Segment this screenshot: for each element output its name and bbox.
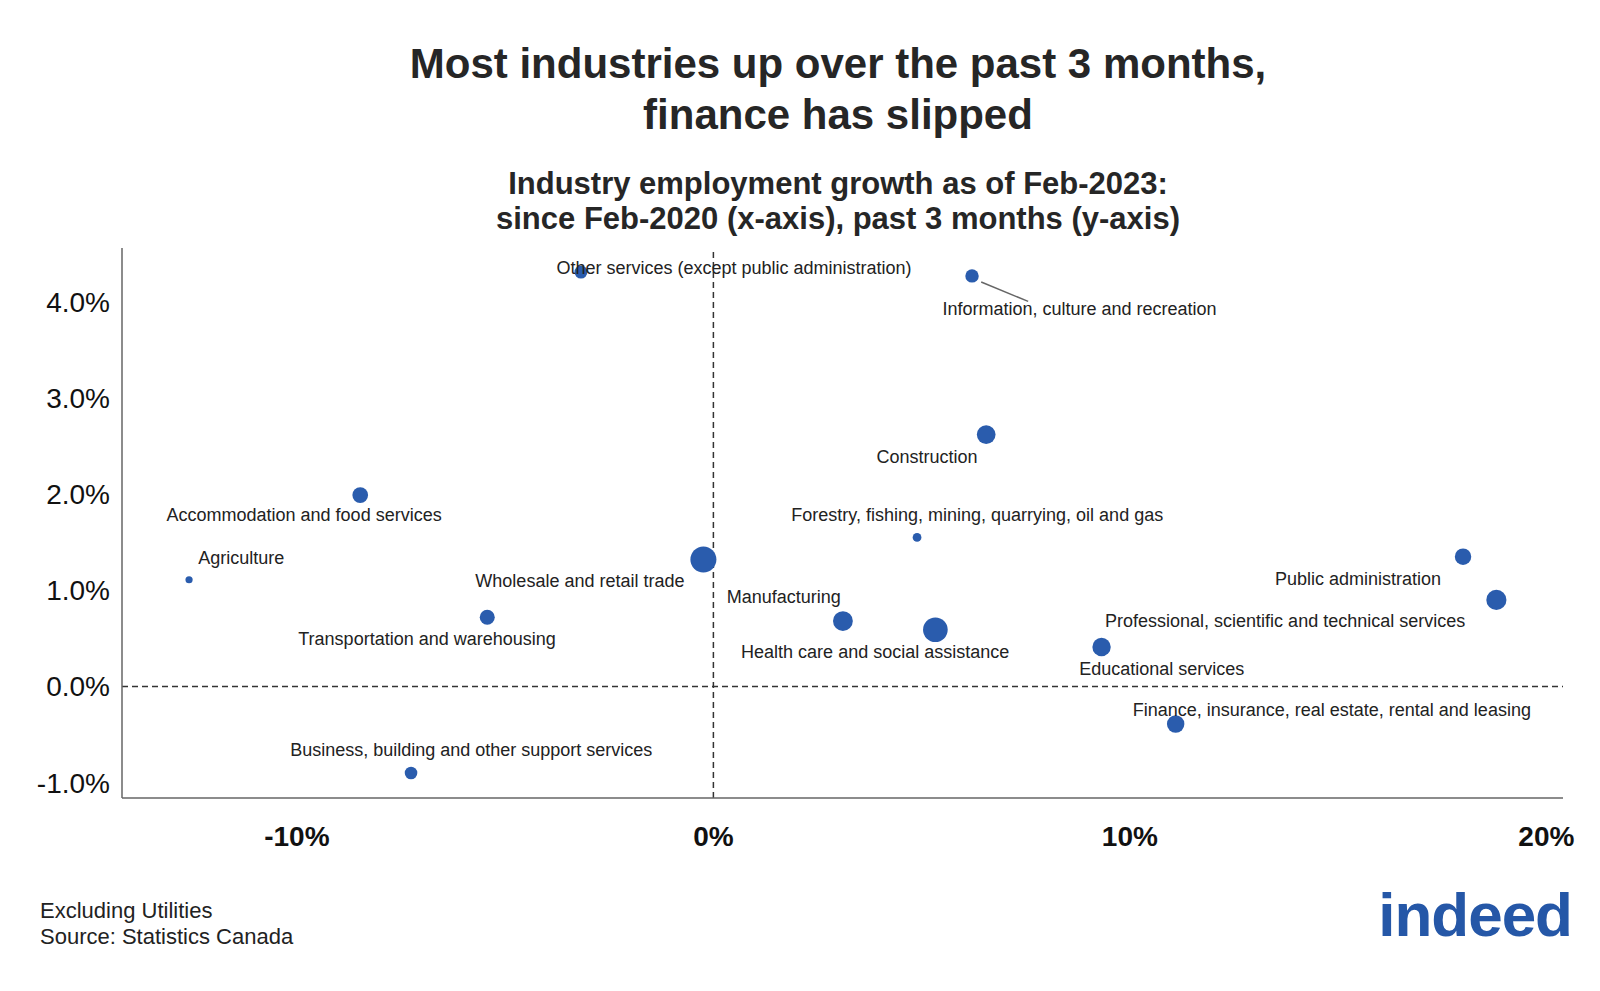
svg-text:Business, building and other s: Business, building and other support ser… bbox=[290, 740, 652, 760]
svg-text:Health care and social assista: Health care and social assistance bbox=[741, 642, 1009, 662]
svg-text:Finance, insurance, real estat: Finance, insurance, real estate, rental … bbox=[1133, 700, 1531, 720]
html-text:indeed: indeed bbox=[1378, 880, 1572, 949]
html-text:Excluding Utilities: Excluding Utilities bbox=[40, 898, 213, 923]
svg-text:Information, culture and recre: Information, culture and recreation bbox=[942, 299, 1216, 319]
html-text:Source: Statistics Canada: Source: Statistics Canada bbox=[40, 924, 294, 949]
svg-text:4.0%: 4.0% bbox=[46, 287, 110, 318]
svg-text:Educational services: Educational services bbox=[1079, 659, 1244, 679]
html-text:Most industries up over the pa: Most industries up over the past 3 month… bbox=[409, 40, 1267, 87]
svg-text:Professional, scientific and t: Professional, scientific and technical s… bbox=[1105, 611, 1465, 631]
svg-text:3.0%: 3.0% bbox=[46, 383, 110, 414]
html-text:since Feb-2020 (x-axis), past: since Feb-2020 (x-axis), past 3 months (… bbox=[496, 201, 1180, 236]
svg-text:Wholesale and retail trade: Wholesale and retail trade bbox=[475, 571, 684, 591]
svg-text:Construction: Construction bbox=[876, 447, 977, 467]
svg-text:20%: 20% bbox=[1518, 821, 1574, 852]
svg-text:Transportation and warehousing: Transportation and warehousing bbox=[298, 629, 556, 649]
svg-text:0%: 0% bbox=[693, 821, 734, 852]
svg-text:10%: 10% bbox=[1102, 821, 1158, 852]
svg-text:Agriculture: Agriculture bbox=[198, 548, 284, 568]
svg-text:-1.0%: -1.0% bbox=[37, 768, 110, 799]
svg-text:Public administration: Public administration bbox=[1275, 569, 1441, 589]
svg-text:Manufacturing: Manufacturing bbox=[727, 587, 841, 607]
svg-text:1.0%: 1.0% bbox=[46, 575, 110, 606]
svg-text:-10%: -10% bbox=[264, 821, 329, 852]
html-text:finance has slipped: finance has slipped bbox=[643, 91, 1033, 138]
svg-text:Forestry, fishing, mining, qua: Forestry, fishing, mining, quarrying, oi… bbox=[791, 505, 1163, 525]
svg-text:2.0%: 2.0% bbox=[46, 479, 110, 510]
svg-text:Accommodation and food service: Accommodation and food services bbox=[167, 505, 442, 525]
html-text:Industry employment growth as: Industry employment growth as of Feb-202… bbox=[508, 166, 1168, 201]
svg-text:Other services (except public: Other services (except public administra… bbox=[556, 258, 911, 278]
svg-text:0.0%: 0.0% bbox=[46, 671, 110, 702]
